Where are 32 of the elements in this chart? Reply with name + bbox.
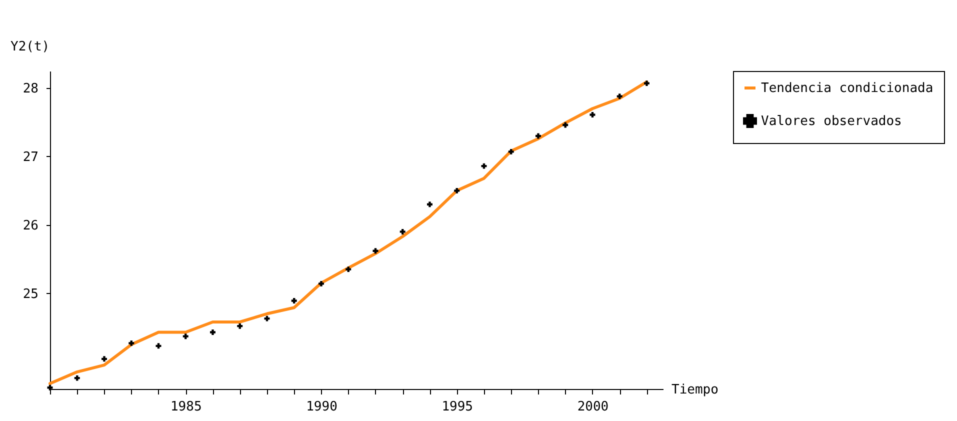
x-tick-label: 1995 xyxy=(442,400,474,414)
x-tick-label: 1985 xyxy=(170,400,202,414)
point xyxy=(74,375,80,381)
legend-label: Valores observados xyxy=(761,114,902,129)
point xyxy=(426,202,432,208)
point xyxy=(346,266,352,272)
x-tick-label: 2000 xyxy=(577,400,609,414)
x-axis-title: Tiempo xyxy=(672,382,718,398)
y-tick-label: 28 xyxy=(22,82,38,97)
point xyxy=(318,280,324,286)
point xyxy=(454,188,460,194)
point xyxy=(644,80,650,86)
point xyxy=(102,356,107,362)
y-tick-label: 26 xyxy=(22,218,38,234)
point xyxy=(535,133,541,139)
y-axis-title: Y2(t) xyxy=(10,40,50,54)
legend-label: Tendencia condicionada xyxy=(761,81,934,96)
point xyxy=(508,148,514,154)
point xyxy=(372,248,378,254)
point xyxy=(182,334,188,340)
point xyxy=(128,340,134,346)
point xyxy=(481,163,487,169)
x-tick-label: 1990 xyxy=(306,400,338,414)
point xyxy=(237,323,243,329)
y-tick-label: 27 xyxy=(22,150,38,165)
point xyxy=(562,122,568,128)
point xyxy=(210,330,216,335)
point xyxy=(616,94,622,100)
point xyxy=(590,112,596,118)
point xyxy=(400,228,406,234)
y-tick-label: 25 xyxy=(22,286,38,302)
point xyxy=(291,298,297,304)
